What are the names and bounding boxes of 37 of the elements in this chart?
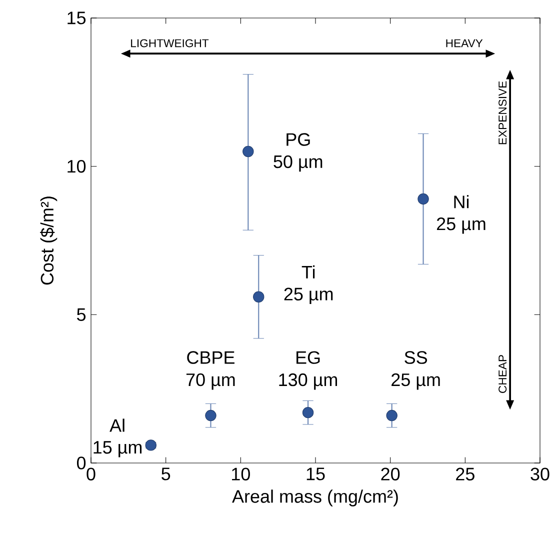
annotation: EXPENSIVE [498, 81, 507, 144]
point [302, 406, 314, 418]
annotation: 25 µm [284, 288, 333, 304]
annotation: 70 µm [186, 373, 235, 390]
annotation: HEAVY [446, 39, 483, 48]
x-tick-label: 0 [86, 468, 96, 480]
y-tick-label: 5 [76, 308, 86, 321]
annotation: 25 µm [436, 217, 486, 234]
x-axis-title: Areal mass (mg/cm²) [232, 490, 398, 506]
x-tick-label: 5 [162, 468, 170, 480]
annotation: CBPE [187, 351, 234, 364]
annotation: 130 µm [279, 373, 337, 390]
y-tick-label: 15 [68, 12, 86, 24]
annotation: Ni [454, 195, 469, 208]
annotation: Ti [302, 265, 315, 278]
annotation: 15 µm [94, 441, 142, 458]
annotation: PG [286, 133, 310, 146]
annotation: SS [404, 351, 428, 364]
annotation: 25 µm [392, 373, 440, 390]
x-tick-label: 15 [306, 468, 325, 480]
point [418, 193, 429, 205]
annotation: EG [296, 351, 320, 364]
point [386, 410, 398, 422]
x-tick-label: 30 [530, 468, 550, 480]
annotation: 50 µm [274, 155, 322, 172]
y-tick-label: 0 [76, 456, 86, 470]
annotation: CHEAP [498, 355, 507, 393]
point [242, 146, 254, 158]
annotation: Al [110, 418, 124, 432]
y-axis-title: Cost ($/m²) [40, 196, 58, 285]
point [205, 410, 216, 422]
annotation: LIGHTWEIGHT [131, 39, 209, 48]
y-tick-label: 10 [68, 160, 86, 173]
x-tick-label: 25 [456, 468, 474, 480]
x-tick-label: 10 [232, 468, 250, 480]
point [253, 291, 264, 302]
x-tick-label: 20 [381, 468, 400, 480]
